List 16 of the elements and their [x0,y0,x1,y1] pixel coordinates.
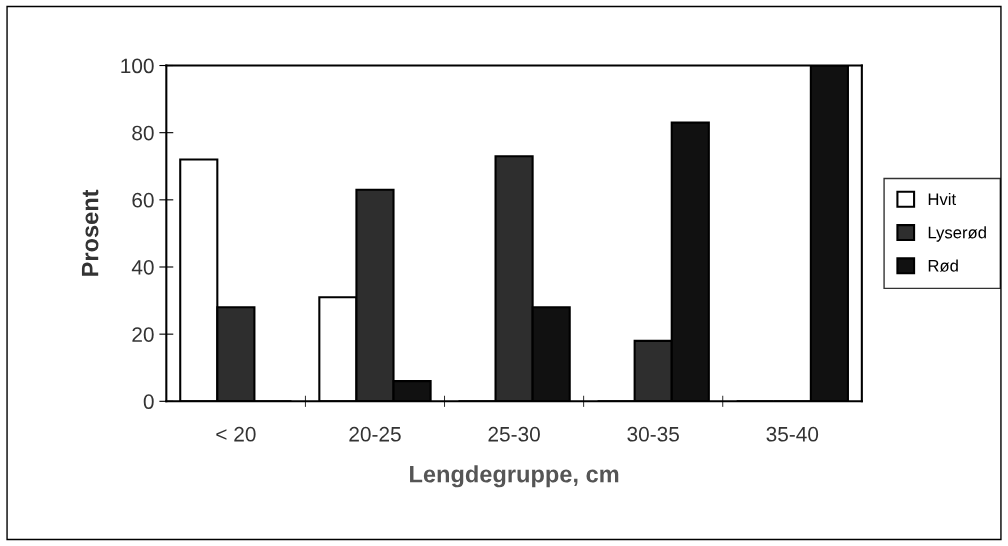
x-axis-title: Lengdegruppe, cm [410,465,619,488]
y-axis-title: Prosent [81,189,99,276]
legend-label: Hvit [928,192,956,206]
y-tick-label: 40 [131,260,154,275]
y-tick-label: 100 [121,58,154,74]
legend-label: Rød [928,259,958,272]
y-tick-label: 0 [143,394,154,410]
x-tick-label: < 20 [216,426,256,442]
x-tick-label: 30-35 [627,426,679,442]
y-tick-label: 20 [132,327,154,342]
y-tick-label: 80 [132,125,154,141]
x-tick-label: 20-25 [349,426,401,442]
legend-label: Lyserød [928,226,986,242]
y-tick-label: 60 [132,192,154,208]
x-tick-label: 35-40 [766,426,819,442]
x-tick-label: 25-30 [488,426,540,442]
